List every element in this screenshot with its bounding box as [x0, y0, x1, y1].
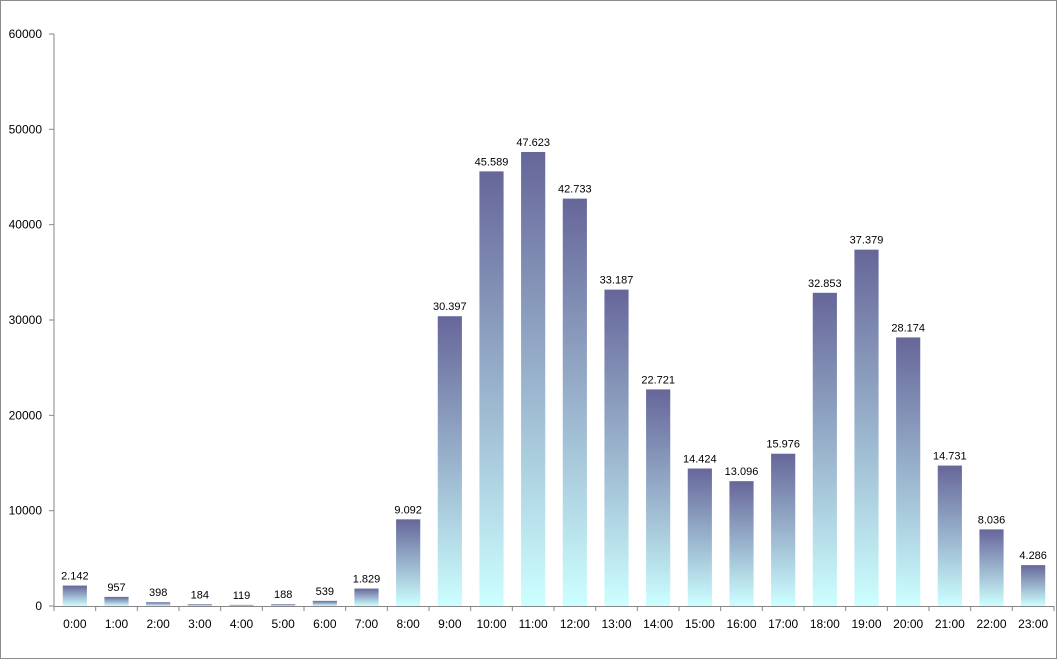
y-tick-label: 60000: [9, 27, 43, 41]
y-tick-label: 50000: [9, 122, 43, 136]
data-label-18:00: 32.853: [808, 278, 842, 290]
x-tick-label: 2:00: [146, 617, 170, 631]
x-tick-label: 23:00: [1018, 617, 1048, 631]
bar-9:00: [437, 316, 462, 606]
bar-0:00: [62, 585, 87, 606]
bar-20:00: [896, 337, 921, 606]
data-label-17:00: 15.976: [766, 439, 800, 451]
bar-21:00: [937, 465, 962, 606]
bar-15:00: [687, 468, 712, 606]
x-tick-label: 18:00: [810, 617, 840, 631]
data-label-0:00: 2.142: [61, 571, 89, 583]
data-label-8:00: 9.092: [394, 504, 422, 516]
x-tick-label: 1:00: [105, 617, 129, 631]
x-tick-label: 16:00: [726, 617, 756, 631]
data-label-11:00: 47.623: [516, 137, 550, 149]
data-label-7:00: 1.829: [353, 574, 381, 586]
data-label-12:00: 42.733: [558, 184, 592, 196]
x-tick-label: 13:00: [601, 617, 631, 631]
x-tick-label: 4:00: [230, 617, 254, 631]
data-label-6:00: 539: [316, 586, 334, 598]
bar-2:00: [146, 602, 171, 606]
y-tick-label: 30000: [9, 313, 43, 327]
bar-23:00: [1021, 565, 1046, 606]
x-tick-label: 6:00: [313, 617, 337, 631]
y-tick-label: 10000: [9, 504, 43, 518]
bar-18:00: [812, 292, 837, 606]
bar-16:00: [729, 481, 754, 606]
data-label-22:00: 8.036: [978, 514, 1006, 526]
data-label-1:00: 957: [107, 582, 125, 594]
data-label-23:00: 4.286: [1019, 550, 1047, 562]
x-tick-label: 12:00: [560, 617, 590, 631]
bar-4:00: [229, 604, 254, 606]
data-label-4:00: 119: [233, 590, 251, 602]
bar-10:00: [479, 171, 504, 606]
bar-3:00: [187, 604, 212, 606]
x-tick-label: 21:00: [935, 617, 965, 631]
bar-5:00: [271, 604, 296, 606]
data-label-14:00: 22.721: [641, 374, 675, 386]
x-tick-label: 3:00: [188, 617, 212, 631]
bar-22:00: [979, 529, 1004, 606]
x-tick-label: 20:00: [893, 617, 923, 631]
x-tick-label: 14:00: [643, 617, 673, 631]
bar-11:00: [521, 151, 546, 607]
bar-14:00: [646, 389, 671, 606]
bar-1:00: [104, 596, 129, 606]
x-tick-label: 7:00: [355, 617, 379, 631]
x-tick-label: 11:00: [519, 617, 548, 631]
y-tick-label: 20000: [9, 408, 43, 422]
data-label-10:00: 45.589: [475, 156, 509, 168]
x-tick-label: 9:00: [438, 617, 462, 631]
x-tick-label: 19:00: [851, 617, 881, 631]
bar-12:00: [562, 198, 587, 607]
bar-7:00: [354, 588, 379, 606]
data-label-9:00: 30.397: [433, 301, 467, 313]
x-tick-label: 0:00: [63, 617, 87, 631]
data-label-21:00: 14.731: [933, 451, 967, 463]
x-tick-label: 15:00: [685, 617, 715, 631]
x-tick-label: 8:00: [396, 617, 420, 631]
data-label-3:00: 184: [191, 589, 209, 601]
data-label-16:00: 13.096: [725, 466, 759, 478]
data-label-13:00: 33.187: [600, 275, 634, 287]
bar-8:00: [396, 519, 421, 606]
bar-13:00: [604, 289, 629, 606]
bar-6:00: [312, 600, 337, 606]
bar-17:00: [771, 453, 796, 606]
x-tick-label: 17:00: [768, 617, 798, 631]
y-tick-label: 40000: [9, 218, 43, 232]
data-label-20:00: 28.174: [891, 322, 925, 334]
x-tick-label: 10:00: [476, 617, 506, 631]
data-label-19:00: 37.379: [850, 235, 884, 247]
x-tick-label: 5:00: [271, 617, 295, 631]
y-tick-label: 0: [35, 599, 42, 613]
data-label-15:00: 14.424: [683, 453, 717, 465]
data-label-5:00: 188: [274, 589, 292, 601]
bar-19:00: [854, 249, 879, 606]
x-tick-label: 22:00: [976, 617, 1006, 631]
data-label-2:00: 398: [149, 587, 167, 599]
